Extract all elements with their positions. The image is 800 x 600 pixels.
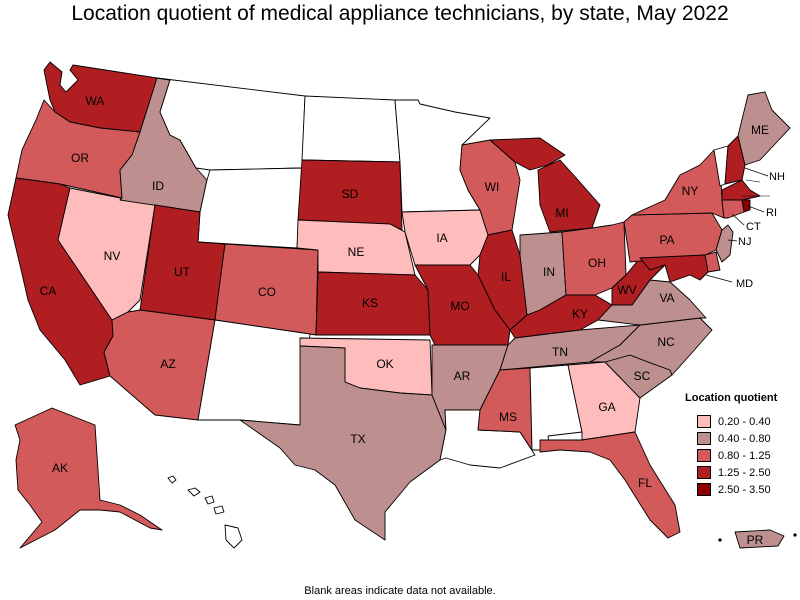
legend-swatch [697, 415, 711, 428]
label-co: CO [258, 285, 276, 299]
label-nh: NH [769, 171, 785, 183]
external-labels: NH RI CT NJ MD [705, 167, 785, 290]
legend-item: 2.50 - 3.50 [685, 481, 777, 498]
legend-label: 0.80 - 1.25 [718, 449, 771, 462]
label-nc: NC [657, 335, 675, 349]
state-ct[interactable] [721, 199, 745, 219]
state-pr[interactable] [734, 529, 785, 549]
label-ca: CA [40, 284, 57, 298]
label-or: OR [71, 151, 89, 165]
legend-swatch [697, 466, 711, 479]
label-ok: OK [376, 357, 393, 371]
footnote: Blank areas indicate data not available. [304, 585, 496, 597]
legend-label: 0.40 - 0.80 [718, 432, 771, 445]
legend-label: 2.50 - 3.50 [718, 483, 771, 496]
legend-swatch [697, 483, 711, 496]
label-ky: KY [572, 307, 588, 321]
label-oh: OH [588, 256, 606, 270]
state-hi[interactable] [167, 475, 243, 549]
state-wy[interactable] [197, 167, 303, 249]
label-md: MD [736, 278, 753, 290]
label-id: ID [152, 179, 164, 193]
state-fl[interactable] [539, 431, 681, 539]
state-mo[interactable] [414, 264, 511, 346]
label-tx: TX [350, 432, 365, 446]
state-nm[interactable] [197, 319, 311, 426]
label-mo: MO [450, 299, 469, 313]
state-md[interactable] [639, 254, 709, 283]
legend-label: 0.20 - 0.40 [718, 415, 771, 428]
label-sc: SC [634, 369, 651, 383]
label-il: IL [501, 270, 511, 284]
state-nc[interactable] [589, 317, 713, 376]
label-ri: RI [766, 207, 777, 219]
legend-item: 1.25 - 2.50 [685, 464, 777, 481]
state-mi[interactable] [489, 137, 601, 233]
legend-swatch [697, 449, 711, 462]
label-ak: AK [52, 461, 68, 475]
label-mi: MI [555, 206, 568, 220]
label-nj: NJ [738, 236, 751, 248]
map-title: Location quotient of medical appliance t… [71, 2, 729, 25]
label-ny: NY [682, 184, 699, 198]
label-va: VA [659, 291, 674, 305]
legend: Location quotient 0.20 - 0.40 0.40 - 0.80… [685, 392, 777, 498]
state-tx[interactable] [239, 345, 447, 541]
label-nv: NV [104, 249, 121, 263]
state-me[interactable] [737, 91, 791, 166]
label-wv: WV [617, 283, 636, 297]
label-wi: WI [485, 180, 500, 194]
label-ut: UT [174, 265, 191, 279]
state-labels: WA OR CA NV ID UT AZ CO SD NE KS OK TX I… [40, 94, 769, 547]
legend-item: 0.80 - 1.25 [685, 447, 777, 464]
label-fl: FL [638, 476, 652, 490]
state-nd[interactable] [301, 95, 401, 163]
label-az: AZ [160, 357, 175, 371]
label-pr: PR [747, 533, 764, 547]
pr-island-dot [718, 538, 722, 542]
legend-label: 1.25 - 2.50 [718, 466, 771, 479]
label-ct: CT [746, 221, 761, 233]
state-nj[interactable] [715, 224, 734, 263]
label-in: IN [543, 265, 555, 279]
label-ks: KS [362, 296, 378, 310]
legend-title: Location quotient [685, 392, 778, 404]
label-ia: IA [436, 231, 447, 245]
label-ms: MS [499, 410, 517, 424]
label-pa: PA [659, 233, 674, 247]
state-ny[interactable] [631, 149, 725, 219]
label-ar: AR [454, 369, 471, 383]
label-wa: WA [86, 94, 105, 108]
label-ne: NE [348, 245, 365, 259]
label-ga: GA [598, 400, 615, 414]
label-sd: SD [342, 187, 359, 201]
pr-island-dot [793, 533, 797, 537]
legend-item: 0.40 - 0.80 [685, 430, 777, 447]
label-me: ME [751, 123, 769, 137]
state-nh[interactable] [724, 135, 746, 185]
legend-item: 0.20 - 0.40 [685, 413, 777, 430]
legend-swatch [697, 432, 711, 445]
state-ak[interactable] [14, 407, 163, 549]
label-tn: TN [552, 345, 568, 359]
